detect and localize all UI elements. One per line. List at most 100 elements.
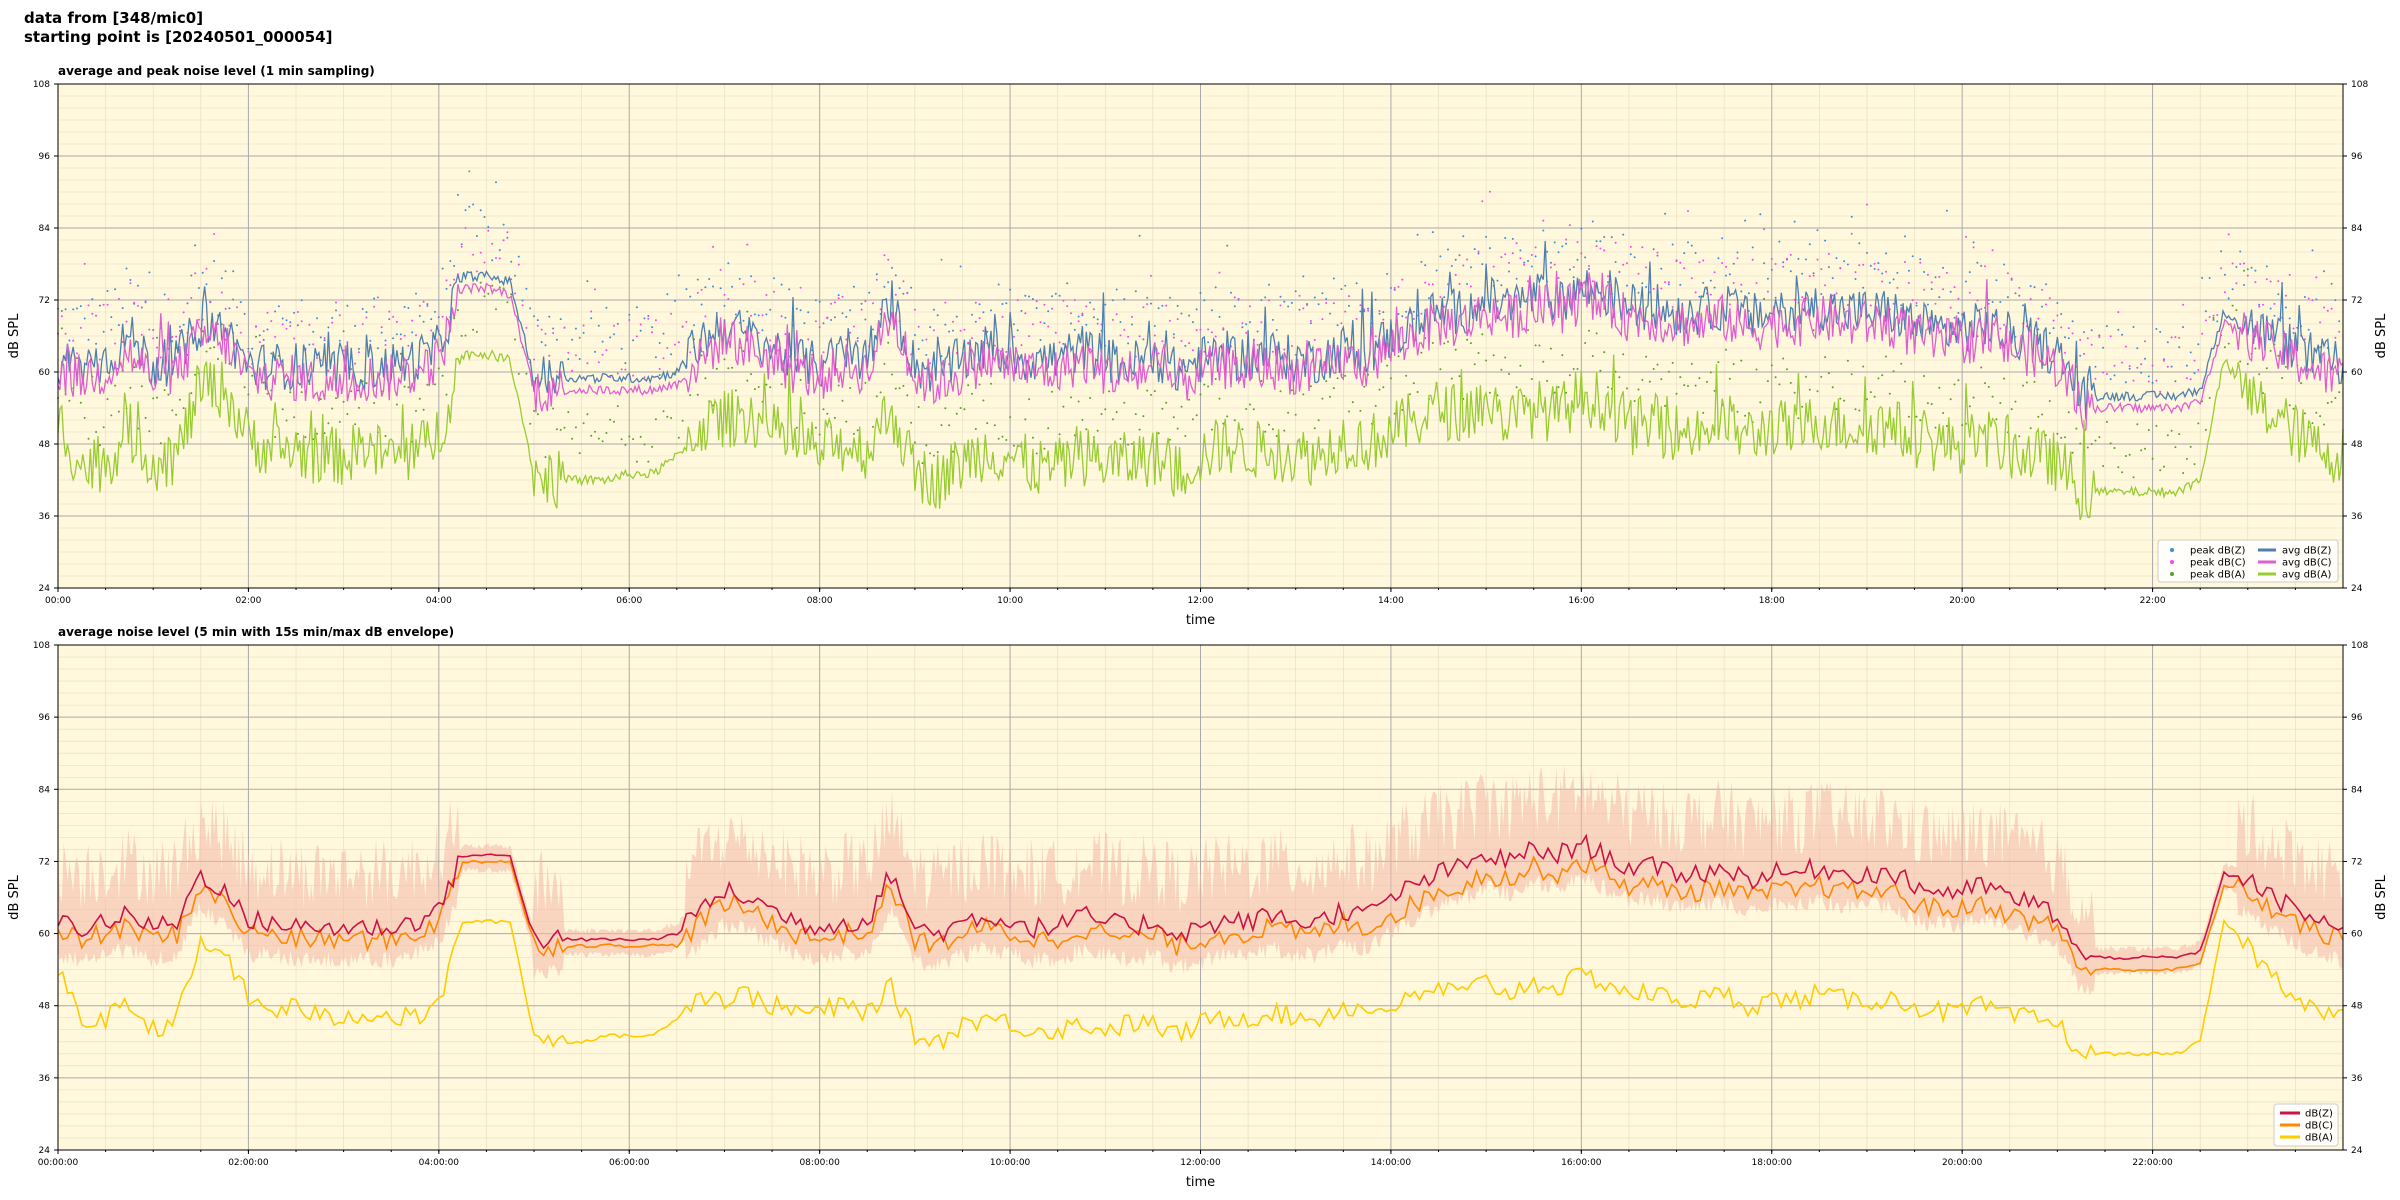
peak-point xyxy=(742,283,745,286)
peak-point xyxy=(1249,403,1251,406)
peak-point xyxy=(2292,331,2295,334)
peak-point xyxy=(1180,340,1183,342)
peak-point xyxy=(1424,264,1427,267)
peak-point xyxy=(1355,317,1358,320)
peak-point xyxy=(746,310,749,313)
peak-point xyxy=(689,351,692,354)
peak-point xyxy=(883,362,886,365)
peak-point xyxy=(2136,347,2139,350)
peak-point xyxy=(403,385,406,388)
peak-point xyxy=(2155,328,2158,330)
peak-point xyxy=(765,294,768,296)
peak-point xyxy=(2140,371,2143,374)
peak-point xyxy=(639,329,642,332)
peak-point xyxy=(841,295,844,298)
peak-point xyxy=(1317,349,1320,352)
peak-point xyxy=(327,326,330,329)
peak-point xyxy=(468,170,471,173)
peak-point xyxy=(1271,428,1274,431)
peak-point xyxy=(1534,246,1537,249)
peak-point xyxy=(544,332,547,335)
peak-point xyxy=(601,353,604,356)
peak-point xyxy=(1492,354,1495,357)
peak-point xyxy=(1942,266,1945,269)
peak-point xyxy=(224,270,227,273)
peak-point xyxy=(60,310,63,312)
peak-point xyxy=(342,330,345,333)
peak-point xyxy=(1393,287,1396,289)
peak-point xyxy=(1134,290,1137,293)
peak-point xyxy=(1481,333,1484,336)
peak-point xyxy=(1127,335,1130,338)
peak-point xyxy=(1904,380,1906,383)
x-tick-label: 18:00 xyxy=(1759,596,1785,606)
peak-point xyxy=(1907,269,1910,272)
peak-point xyxy=(1683,384,1686,387)
peak-point xyxy=(289,325,292,327)
peak-point xyxy=(464,227,467,229)
peak-point xyxy=(2197,369,2200,371)
peak-point xyxy=(277,305,280,308)
peak-point xyxy=(1736,410,1739,413)
peak-point xyxy=(1572,266,1575,269)
peak-point xyxy=(731,285,734,288)
peak-point xyxy=(1732,363,1735,366)
peak-point xyxy=(1077,400,1080,403)
peak-point xyxy=(1283,348,1286,351)
peak-point xyxy=(856,340,859,342)
peak-point xyxy=(1210,309,1213,312)
peak-point xyxy=(2208,277,2211,279)
peak-point xyxy=(1309,385,1312,388)
peak-point xyxy=(696,278,699,281)
peak-point xyxy=(91,298,94,301)
peak-point xyxy=(1488,247,1491,250)
peak-point xyxy=(1005,439,1008,441)
peak-point xyxy=(1869,304,1872,307)
peak-point xyxy=(2052,319,2055,322)
peak-point xyxy=(1332,387,1335,390)
peak-point xyxy=(533,409,535,412)
peak-point xyxy=(1588,329,1590,332)
peak-point xyxy=(1523,261,1526,264)
peak-point xyxy=(2155,379,2158,382)
peak-point xyxy=(932,454,935,457)
peak-point xyxy=(205,350,208,353)
peak-point xyxy=(190,274,193,277)
peak-point xyxy=(1843,399,1846,402)
peak-point xyxy=(658,374,661,376)
peak-point xyxy=(300,320,303,323)
peak-point xyxy=(1614,370,1617,373)
peak-point xyxy=(601,340,604,343)
peak-point xyxy=(677,274,680,277)
peak-point xyxy=(1751,246,1754,249)
peak-point xyxy=(1687,385,1689,387)
peak-point xyxy=(1169,296,1171,299)
peak-point xyxy=(1302,393,1305,396)
peak-point xyxy=(2220,250,2223,253)
peak-point xyxy=(1980,308,1983,310)
peak-point xyxy=(178,325,181,328)
peak-point xyxy=(959,407,962,409)
peak-point xyxy=(1214,335,1217,338)
peak-point xyxy=(2265,265,2268,268)
peak-point xyxy=(1024,312,1027,315)
peak-point xyxy=(491,242,494,245)
peak-point xyxy=(2098,336,2101,338)
peak-point xyxy=(1081,314,1084,317)
peak-point xyxy=(1405,316,1408,319)
peak-point xyxy=(2064,351,2066,354)
peak-point xyxy=(1283,300,1286,303)
peak-point xyxy=(2319,415,2322,418)
peak-point xyxy=(1972,246,1975,249)
peak-point xyxy=(814,426,817,429)
peak-point xyxy=(1066,305,1069,308)
peak-point xyxy=(654,319,657,322)
peak-point xyxy=(1321,292,1324,295)
peak-point xyxy=(121,340,124,343)
peak-point xyxy=(2163,465,2165,468)
peak-point xyxy=(1508,261,1510,264)
peak-point xyxy=(841,399,844,402)
peak-point xyxy=(1698,377,1701,380)
peak-point xyxy=(1081,312,1084,315)
peak-point xyxy=(335,397,337,400)
